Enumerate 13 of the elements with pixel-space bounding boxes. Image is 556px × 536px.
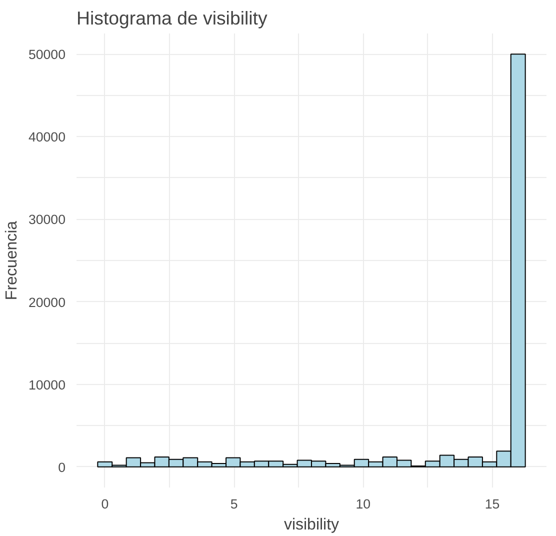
x-tick-label: 5 [230,496,238,512]
y-tick-label: 10000 [28,377,66,392]
x-axis-title: visibility [284,516,340,534]
x-tick-label: 0 [101,496,109,512]
x-tick-label: 10 [356,496,371,512]
y-tick-label: 20000 [28,294,66,310]
y-tick-label: 50000 [28,47,66,62]
x-tick-label: 15 [484,496,500,512]
y-tick-label: 40000 [28,130,66,145]
y-tick-label: 30000 [28,212,66,228]
y-axis-title: Frecuencia [3,220,20,300]
chart-title: Histograma de visibility [76,8,268,28]
y-tick-label: 0 [58,460,66,475]
